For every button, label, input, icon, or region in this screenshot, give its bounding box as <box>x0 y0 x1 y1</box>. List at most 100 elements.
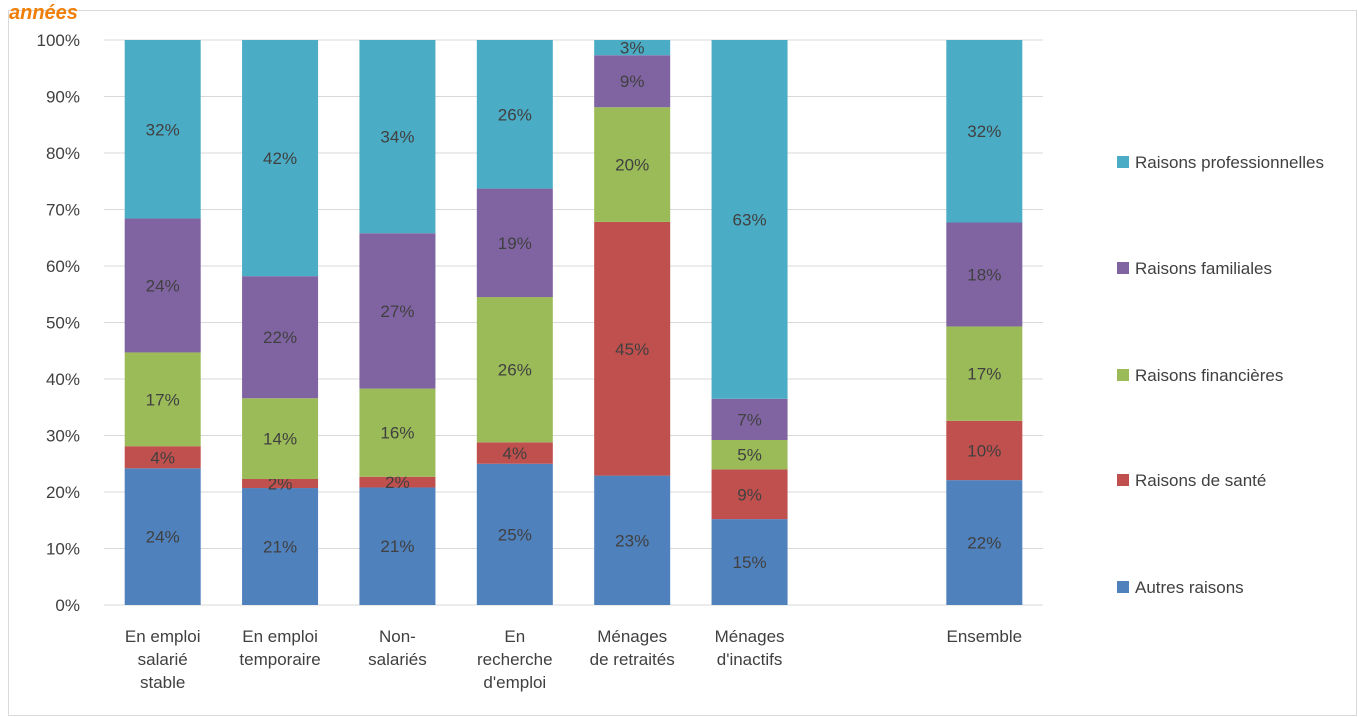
y-tick-label: 90% <box>46 88 80 107</box>
legend-label: Raisons financières <box>1135 366 1283 385</box>
x-tick-label: d'emploi <box>483 673 546 692</box>
data-label: 26% <box>498 105 532 124</box>
bar-segment <box>946 480 1023 605</box>
bar-segment <box>359 233 436 389</box>
bar-segment <box>359 487 436 605</box>
data-label: 20% <box>615 156 649 175</box>
bar-segment <box>242 40 319 277</box>
bar-segment <box>242 276 319 399</box>
x-tick-label: recherche <box>477 650 553 669</box>
chart-title-fragment: années <box>9 2 78 24</box>
data-label: 17% <box>967 365 1001 384</box>
data-label: 15% <box>733 553 767 572</box>
bar-segment <box>124 40 201 219</box>
bar-segment <box>594 475 671 605</box>
bar-segment <box>242 479 319 489</box>
data-label: 16% <box>380 424 414 443</box>
data-label: 4% <box>150 448 175 467</box>
legend-swatch <box>1117 369 1129 381</box>
y-tick-label: 20% <box>46 483 80 502</box>
bar-segment <box>594 221 671 476</box>
x-tick-label: En emploi <box>125 627 201 646</box>
x-tick-label: Ensemble <box>947 627 1023 646</box>
bar-segment <box>946 40 1023 223</box>
legend-swatch <box>1117 474 1129 486</box>
y-tick-label: 30% <box>46 427 80 446</box>
bar-segment <box>946 326 1023 421</box>
legend-label: Raisons familiales <box>1135 259 1272 278</box>
y-tick-label: 70% <box>46 201 80 220</box>
bar-segment <box>124 218 201 353</box>
legend-label: Autres raisons <box>1135 578 1244 597</box>
bar-segment <box>124 352 201 447</box>
bar-segment <box>359 476 436 488</box>
bar-segment <box>711 398 788 441</box>
data-label: 32% <box>146 120 180 139</box>
data-label: 9% <box>737 485 762 504</box>
x-tick-label: d'inactifs <box>717 650 783 669</box>
bar-segment <box>476 463 553 605</box>
data-label: 2% <box>268 475 293 494</box>
bar-segment <box>476 442 553 464</box>
data-label: 22% <box>967 534 1001 553</box>
x-tick-label: Non- <box>379 627 416 646</box>
bar-segment <box>711 440 788 470</box>
bar-segment <box>476 188 553 298</box>
bar-segment <box>711 519 788 605</box>
y-tick-label: 40% <box>46 370 80 389</box>
x-tick-label: En emploi <box>242 627 318 646</box>
data-label: 21% <box>263 538 297 557</box>
data-label: 19% <box>498 234 532 253</box>
data-label: 26% <box>498 361 532 380</box>
y-tick-label: 80% <box>46 144 80 163</box>
bar-segment <box>711 40 788 399</box>
data-label: 18% <box>967 265 1001 284</box>
x-tick-label: temporaire <box>239 650 320 669</box>
data-label: 45% <box>615 340 649 359</box>
data-label: 63% <box>733 210 767 229</box>
data-label: 14% <box>263 430 297 449</box>
bar-segment <box>594 55 671 108</box>
y-tick-label: 60% <box>46 257 80 276</box>
bar-segment <box>476 40 553 189</box>
x-tick-label: stable <box>140 673 185 692</box>
data-label: 34% <box>380 128 414 147</box>
bar-segment <box>946 222 1023 327</box>
data-label: 17% <box>146 390 180 409</box>
data-label: 5% <box>737 446 762 465</box>
data-label: 23% <box>615 531 649 550</box>
legend-label: Raisons professionnelles <box>1135 153 1324 172</box>
bar-segment <box>124 468 201 605</box>
x-tick-label: salariés <box>368 650 427 669</box>
legend-label: Raisons de santé <box>1135 471 1266 490</box>
x-tick-label: En <box>504 627 525 646</box>
data-label: 21% <box>380 537 414 556</box>
legend-swatch <box>1117 262 1129 274</box>
bar-segment <box>594 40 671 56</box>
y-tick-label: 50% <box>46 314 80 333</box>
x-tick-label: Ménages <box>715 627 785 646</box>
bar-segment <box>476 297 553 443</box>
bar-segment <box>594 107 671 222</box>
bar-segment <box>242 398 319 480</box>
x-tick-label: salarié <box>138 650 188 669</box>
data-label: 9% <box>620 72 645 91</box>
chart-frame: années <box>8 2 1357 716</box>
bar-segment <box>946 420 1023 481</box>
data-label: 22% <box>263 328 297 347</box>
data-label: 3% <box>620 39 645 58</box>
y-tick-label: 0% <box>55 596 80 615</box>
bar-segment <box>711 469 788 520</box>
data-label: 10% <box>967 441 1001 460</box>
data-label: 27% <box>380 302 414 321</box>
data-label: 4% <box>503 444 528 463</box>
data-label: 25% <box>498 525 532 544</box>
bar-segment <box>359 388 436 477</box>
bar-segment <box>124 446 201 469</box>
data-label: 2% <box>385 473 410 492</box>
y-tick-label: 10% <box>46 540 80 559</box>
data-label: 7% <box>737 410 762 429</box>
y-tick-label: 100% <box>37 31 80 50</box>
data-label: 32% <box>967 122 1001 141</box>
